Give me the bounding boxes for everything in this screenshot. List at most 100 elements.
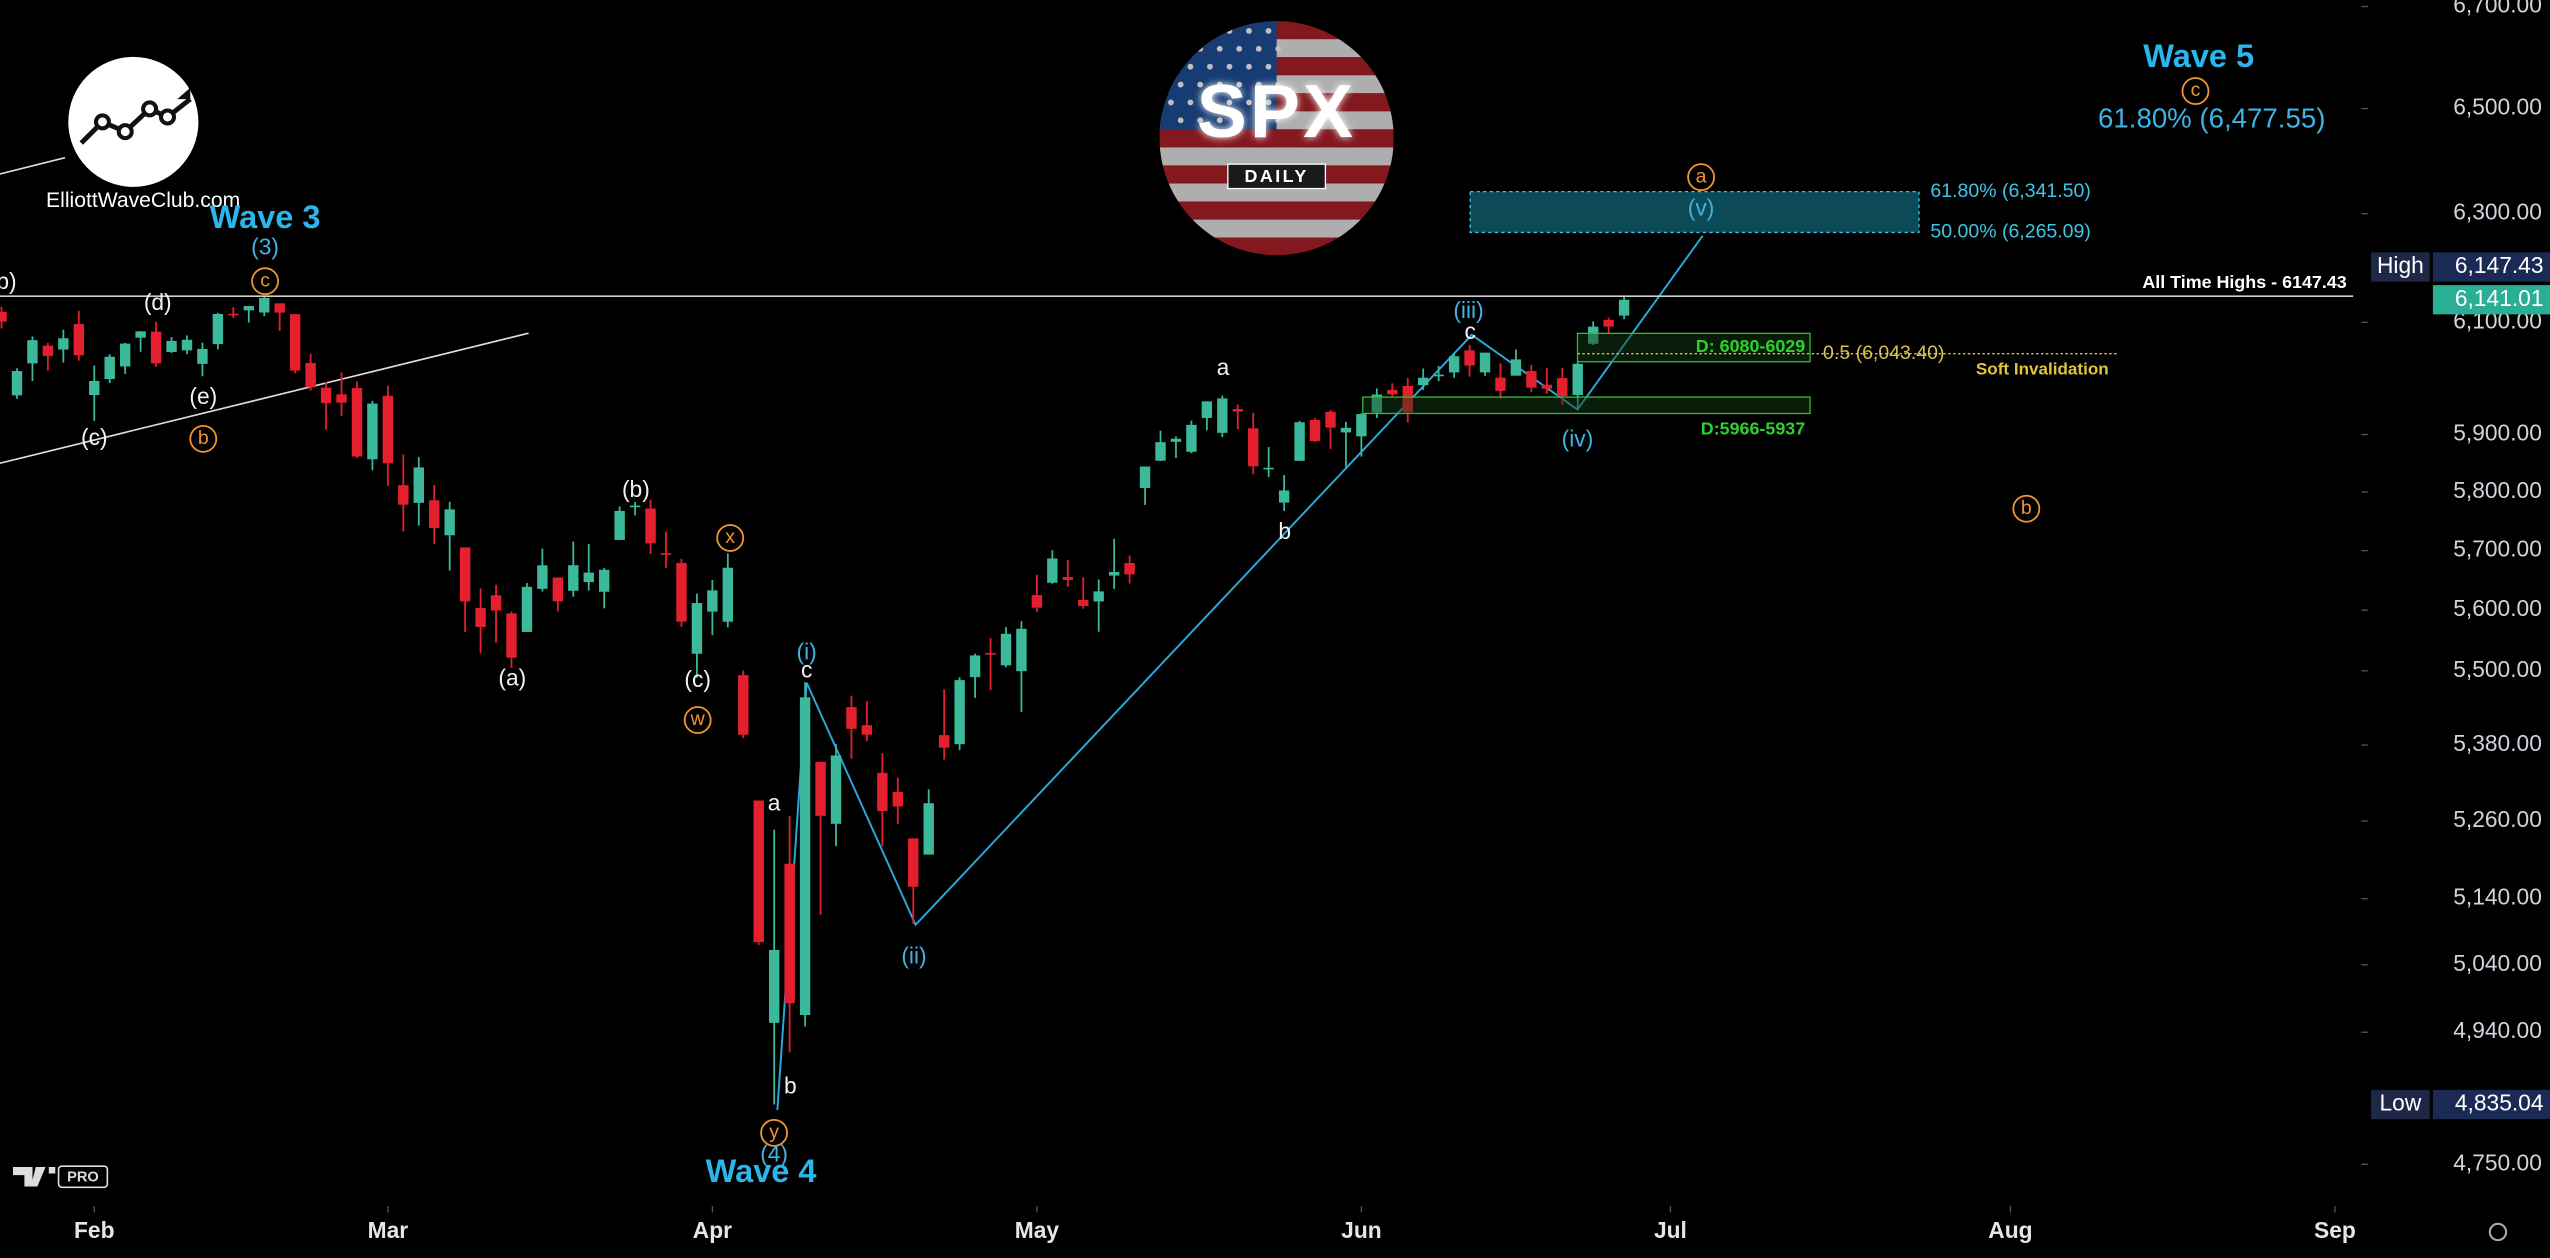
logo-subtitle: DAILY — [1245, 166, 1309, 186]
flag-stripe — [1159, 201, 1394, 220]
flag-star — [1246, 99, 1252, 106]
wave-label: (d) — [144, 289, 172, 315]
candle-body — [259, 298, 270, 313]
wave-label: (i) — [797, 638, 817, 664]
flag-star — [1255, 45, 1262, 52]
plot-area — [0, 156, 1704, 1111]
candle-body — [1248, 428, 1259, 467]
candle-body — [166, 340, 177, 353]
fib-target: 61.80% (6,477.55) — [2098, 102, 2325, 133]
candle-body — [784, 863, 795, 1004]
candle-body — [0, 312, 7, 322]
y-tick-label: 5,500.00 — [2453, 656, 2542, 682]
candle-body — [150, 331, 162, 364]
wave-label: (iv) — [1562, 425, 1594, 451]
flag-star — [1255, 81, 1262, 88]
candle-body — [1186, 424, 1197, 452]
candle-body — [367, 403, 378, 460]
y-tick-label: 5,140.00 — [2453, 884, 2542, 910]
logo-title: SPX — [1197, 69, 1356, 153]
candle-body — [413, 467, 424, 503]
candle-body — [660, 553, 672, 555]
flag-star — [1236, 81, 1243, 88]
flag-star — [1197, 81, 1204, 88]
price-badge-value: 6,147.43 — [2455, 252, 2544, 278]
candle-body — [815, 761, 826, 816]
y-tick-label: 5,600.00 — [2453, 595, 2542, 621]
fib-label: 50.00% (6,265.09) — [1930, 221, 2091, 243]
tv-logo: PRO — [13, 1165, 109, 1189]
settings-icon[interactable] — [2488, 1222, 2508, 1242]
wave-label: c — [801, 656, 812, 682]
candle-body — [1418, 377, 1429, 386]
candle-body — [877, 772, 888, 811]
wave-label: (3) — [251, 234, 279, 260]
flag-star — [1275, 117, 1282, 124]
brand-icon-dot — [116, 123, 134, 141]
candle-body — [336, 394, 347, 403]
wave-label: (iii) — [1453, 297, 1483, 323]
price-badge — [2432, 252, 2550, 282]
candle-body — [1618, 299, 1630, 316]
wave-label: (c) — [684, 666, 711, 692]
demand-label: D: 6080-6029 — [1696, 336, 1805, 356]
candle-body — [908, 838, 919, 887]
candle-body — [398, 485, 409, 505]
candle-body — [1340, 427, 1352, 433]
x-tick-label: Jul — [1654, 1217, 1687, 1243]
tv-badge-box — [57, 1165, 109, 1189]
candle-body — [274, 303, 285, 313]
demand-label: D:5966-5937 — [1701, 418, 1805, 438]
candle-body — [738, 675, 749, 735]
y-tick-label: 4,940.00 — [2453, 1017, 2542, 1043]
candle-body — [583, 572, 594, 583]
candle-body — [1016, 628, 1027, 672]
candle-body — [119, 343, 131, 367]
demand-zone — [1576, 332, 1811, 363]
candle-body — [1124, 563, 1135, 575]
wave-label: (ii) — [901, 942, 926, 968]
candle-body — [768, 949, 780, 1023]
wave-label: b — [198, 427, 209, 449]
candle-body — [1108, 571, 1120, 576]
wave-label: b — [784, 1072, 797, 1098]
price-badge — [2432, 1089, 2550, 1120]
wave-label: b) — [0, 268, 17, 294]
candle-body — [320, 387, 332, 404]
flag-star — [1265, 27, 1272, 34]
wave-circle — [716, 524, 745, 552]
candle-body — [676, 563, 687, 622]
wave-label: x — [725, 526, 735, 548]
candle-body — [11, 371, 23, 396]
candle-body — [1356, 414, 1367, 437]
flag-star — [1207, 99, 1213, 106]
candle-body — [861, 725, 873, 735]
wave-label: a — [1217, 354, 1230, 380]
wave-label: (e) — [189, 383, 217, 409]
candle-body — [1093, 591, 1104, 602]
candle-body — [289, 314, 301, 371]
flag-star — [1226, 63, 1233, 70]
logo-subtitle-box — [1227, 163, 1327, 190]
spx-logo: SPX DAILY — [1159, 21, 1394, 256]
candle-body — [1433, 374, 1444, 377]
candle-body — [799, 697, 811, 1016]
candle-body — [1587, 326, 1599, 344]
candle-body — [1510, 359, 1522, 376]
candle-body — [135, 331, 146, 338]
candle-body — [506, 613, 517, 658]
candle-body — [58, 338, 69, 350]
candle-body — [614, 510, 625, 540]
candle-body — [1541, 384, 1553, 389]
flag-star — [1255, 117, 1262, 124]
flag-stripe — [1159, 147, 1394, 166]
flag-star — [1275, 81, 1282, 88]
candle-body — [1078, 599, 1089, 607]
flag-star — [1197, 117, 1204, 124]
price-badge-value: 4,835.04 — [2455, 1090, 2544, 1116]
wave-label: c — [260, 269, 270, 291]
price-badge-name: Low — [2380, 1090, 2422, 1116]
flag-stripe — [1159, 129, 1394, 148]
y-tick-label: 4,750.00 — [2453, 1149, 2542, 1175]
flag-star — [1187, 63, 1194, 70]
